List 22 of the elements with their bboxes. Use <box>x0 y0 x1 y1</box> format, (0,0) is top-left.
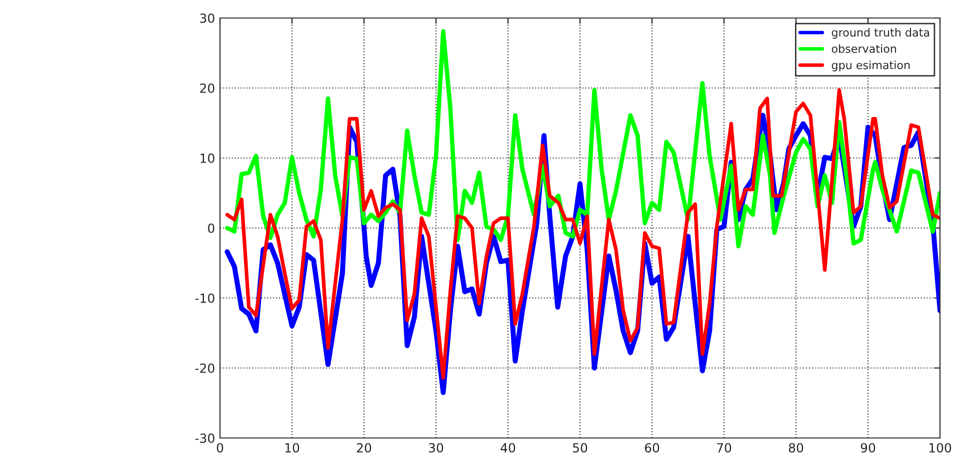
x-tick-label: 20 <box>356 443 372 453</box>
x-tick-label: 50 <box>573 443 588 453</box>
x-tick-label: 90 <box>860 443 876 453</box>
x-tick-label: 10 <box>285 443 300 453</box>
x-tick-label: 80 <box>788 443 804 453</box>
y-tick-label: 0 <box>208 223 214 233</box>
x-tick-label: 70 <box>717 443 732 453</box>
y-tick-label: -30 <box>195 433 214 443</box>
y-tick-label: 20 <box>200 83 214 93</box>
x-tick-label: 60 <box>644 443 660 453</box>
y-tick-label: -20 <box>195 363 214 373</box>
legend-label: observation <box>832 44 896 53</box>
x-tick-label: 0 <box>216 443 224 453</box>
y-tick-label: 10 <box>200 153 214 163</box>
y-tick-label: 30 <box>200 13 214 23</box>
x-tick-label: 30 <box>429 443 444 453</box>
line-series <box>225 29 940 248</box>
x-tick-label: 100 <box>929 443 952 453</box>
y-tick-label: -10 <box>195 293 214 303</box>
legend-label: gpu esimation <box>832 60 910 72</box>
x-tick-label: 40 <box>500 443 516 453</box>
legend-label: ground truth data <box>832 28 929 39</box>
